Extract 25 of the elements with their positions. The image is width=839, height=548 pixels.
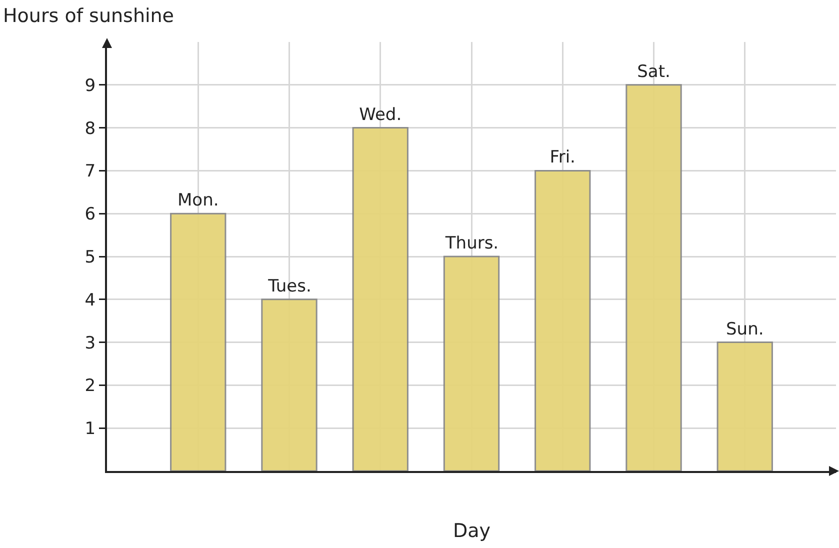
bar — [626, 84, 682, 471]
x-tick-label: Mon. — [178, 190, 219, 211]
y-tick-label: 1 — [84, 419, 96, 440]
bar — [352, 127, 408, 471]
bar — [261, 298, 318, 471]
bar — [443, 256, 500, 471]
y-tick-label: 2 — [84, 376, 96, 396]
y-tick-label: 6 — [84, 204, 96, 225]
bar — [716, 342, 773, 471]
y-tick-label: 9 — [84, 76, 96, 96]
y-tick-label: 7 — [84, 162, 96, 182]
bar — [170, 212, 226, 471]
x-tick-label: Thurs. — [444, 234, 499, 254]
y-tick-label: 8 — [84, 118, 96, 139]
bar — [534, 170, 591, 471]
y-tick-label: 3 — [84, 333, 96, 354]
y-tick-label: 4 — [84, 290, 96, 310]
x-tick-label: Fri. — [550, 148, 576, 168]
y-tick-label: 5 — [84, 247, 96, 268]
x-tick-label: Sun. — [726, 319, 764, 340]
x-axis-title: Day — [453, 520, 491, 542]
y-axis-title: Hours of sunshine — [3, 5, 174, 27]
x-tick-label: Wed. — [359, 104, 402, 125]
x-tick-label: Sat. — [637, 62, 670, 82]
x-tick-label: Tues. — [267, 276, 312, 296]
